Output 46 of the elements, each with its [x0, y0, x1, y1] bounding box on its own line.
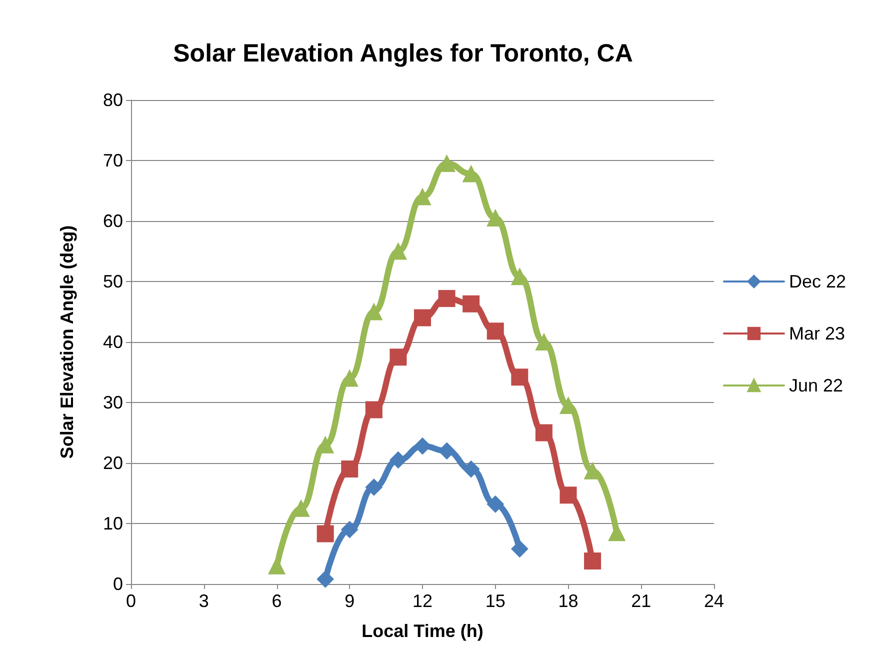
point: [414, 309, 431, 326]
x-tick-label: 12: [412, 591, 433, 611]
point: [462, 460, 480, 478]
y-tick-label: 60: [102, 211, 123, 231]
y-tick-label: 40: [102, 332, 123, 352]
point: [390, 451, 407, 468]
legend-label: Jun 22: [788, 376, 844, 396]
point: [584, 552, 602, 570]
point: [438, 442, 456, 460]
point: [390, 348, 407, 366]
x-tick-label: 18: [558, 591, 578, 611]
y-tick-label: 10: [102, 514, 123, 534]
x-tick-label: 24: [704, 591, 724, 611]
legend-label: Dec 22: [788, 272, 846, 292]
y-tick-label: 50: [102, 272, 123, 292]
point: [535, 424, 552, 442]
x-tick-label: 9: [344, 591, 355, 611]
point: [316, 525, 334, 542]
point: [462, 295, 480, 312]
x-tick-label: 6: [272, 591, 282, 611]
point: [365, 478, 382, 496]
point: [511, 368, 528, 386]
legend-label: Mar 23: [788, 324, 845, 344]
y-tick-label: 80: [102, 90, 123, 110]
x-axis-title: Local Time (h): [362, 621, 484, 641]
point: [268, 557, 286, 574]
point: [511, 540, 528, 558]
x-tick-label: 3: [198, 591, 209, 611]
x-tick-label: 15: [485, 591, 506, 611]
point: [341, 460, 358, 478]
point: [486, 322, 504, 340]
point: [365, 401, 382, 418]
chart-title: Solar Elevation Angles for Toronto, CA: [173, 40, 633, 68]
point: [414, 438, 431, 455]
point: [438, 290, 456, 307]
y-tick-label: 20: [102, 453, 123, 473]
point: [316, 570, 334, 588]
x-tick-label: 21: [631, 591, 652, 611]
x-tick-label: 0: [126, 591, 136, 611]
point: [486, 496, 504, 513]
y-tick-label: 0: [112, 574, 123, 594]
point: [341, 521, 358, 538]
y-tick-label: 30: [102, 392, 123, 412]
y-tick-label: 70: [102, 150, 123, 170]
point: [560, 486, 577, 504]
y-axis-title: Solar Elevation Angle (deg): [57, 225, 77, 459]
